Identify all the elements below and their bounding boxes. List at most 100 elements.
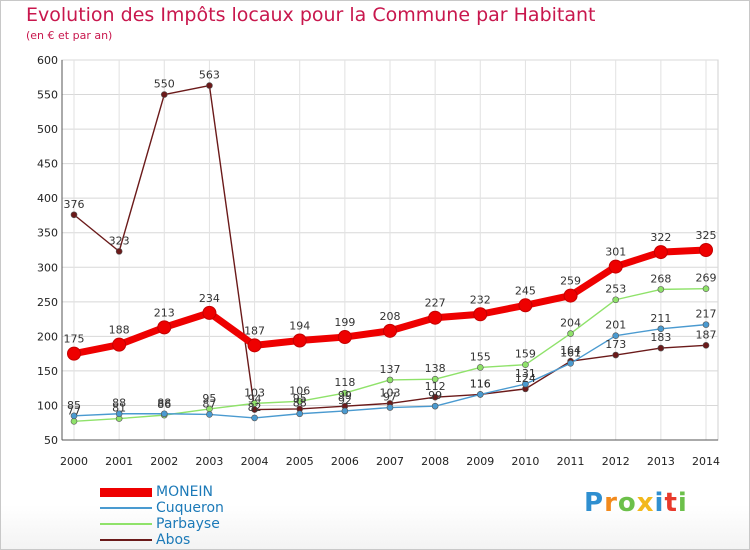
- data-label-parbayse: 159: [515, 348, 536, 361]
- y-tick-label: 100: [37, 399, 58, 412]
- y-tick-label: 600: [37, 54, 58, 67]
- y-tick-label: 50: [44, 434, 58, 447]
- data-point-cuqueron: [431, 402, 439, 410]
- y-tick-label: 200: [37, 330, 58, 343]
- data-point-monein: [653, 245, 668, 260]
- axes: 50 100 150 200 250 300 350 400 450 500 550 600 2000 2…: [37, 54, 720, 468]
- data-point-abos: [115, 248, 123, 255]
- x-tick-label: 2003: [195, 455, 223, 468]
- data-point-monein: [112, 337, 127, 352]
- data-label-monein: 199: [334, 316, 355, 329]
- data-label-abos: 99: [338, 389, 352, 402]
- data-label-cuqueron: 88: [293, 397, 307, 410]
- legend-swatch: [100, 507, 152, 509]
- data-label-monein: 208: [380, 310, 401, 323]
- data-label-abos: 95: [293, 392, 307, 405]
- data-label-cuqueron: 131: [515, 367, 536, 380]
- x-tick-label: 2013: [647, 455, 675, 468]
- data-label-monein: 259: [560, 275, 581, 288]
- data-label-abos: 187: [696, 328, 717, 341]
- data-label-parbayse: 137: [380, 363, 401, 376]
- data-point-cuqueron: [476, 391, 484, 398]
- data-label-abos: 94: [248, 393, 262, 406]
- data-label-monein: 213: [154, 306, 175, 319]
- data-label-monein: 301: [605, 246, 626, 259]
- data-label-monein: 325: [696, 229, 717, 242]
- data-label-monein: 232: [470, 293, 491, 306]
- data-point-cuqueron: [702, 321, 710, 328]
- data-point-cuqueron: [386, 404, 394, 411]
- data-label-parbayse: 103: [244, 386, 265, 399]
- data-label-parbayse: 204: [560, 317, 581, 330]
- y-tick-label: 300: [37, 261, 58, 274]
- legend-label: Parbayse: [156, 516, 220, 532]
- data-point-cuqueron: [115, 410, 123, 418]
- data-label-monein: 188: [109, 324, 130, 337]
- data-label-monein: 322: [650, 231, 671, 244]
- legend-item-monein: MONEIN: [100, 484, 224, 500]
- data-point-monein: [699, 243, 713, 257]
- data-point-cuqueron: [160, 410, 168, 418]
- data-label-parbayse: 118: [334, 376, 355, 389]
- data-label-abos: 323: [109, 234, 130, 247]
- data-point-monein: [247, 338, 262, 353]
- x-tick-label: 2007: [376, 455, 404, 468]
- data-point-monein: [337, 330, 352, 345]
- x-tick-label: 2002: [150, 455, 178, 468]
- data-label-abos: 164: [560, 344, 581, 357]
- data-point-abos: [206, 82, 213, 89]
- data-point-abos: [702, 342, 710, 349]
- data-point-cuqueron: [657, 325, 665, 333]
- data-point-parbayse: [567, 330, 574, 337]
- data-label-cuqueron: 161: [560, 346, 581, 359]
- data-point-parbayse: [657, 286, 665, 293]
- legend-swatch: [100, 487, 152, 497]
- x-tick-label: 2000: [60, 455, 88, 468]
- data-point-monein: [383, 323, 397, 338]
- series-lines: [67, 82, 713, 425]
- data-label-cuqueron: 88: [157, 397, 171, 410]
- data-point-parbayse: [522, 361, 529, 368]
- data-labels: 376 323 550 563 94 95 99 103 112 116 124 164 173 183 1…: [64, 69, 717, 418]
- data-label-parbayse: 106: [289, 384, 310, 397]
- data-label-abos: 563: [199, 69, 220, 82]
- data-label-abos: 103: [380, 386, 401, 399]
- data-point-monein: [518, 298, 533, 313]
- data-label-cuqueron: 92: [338, 394, 352, 407]
- data-label-monein: 227: [425, 297, 446, 310]
- data-label-monein: 194: [289, 320, 310, 333]
- x-tick-label: 2006: [331, 455, 359, 468]
- legend-item-cuqueron: Cuqueron: [100, 500, 224, 516]
- data-point-monein: [67, 346, 81, 361]
- data-point-parbayse: [341, 389, 349, 397]
- data-point-cuqueron: [522, 380, 529, 388]
- data-point-cuqueron: [567, 360, 574, 367]
- data-label-abos: 124: [515, 372, 536, 385]
- data-label-abos: 550: [154, 78, 175, 91]
- data-label-parbayse: 268: [650, 272, 671, 285]
- data-point-cuqueron: [251, 414, 258, 422]
- data-point-abos: [612, 351, 620, 359]
- data-point-monein: [157, 320, 172, 335]
- data-label-parbayse: 81: [112, 402, 126, 415]
- x-tick-label: 2009: [466, 455, 494, 468]
- legend-item-parbayse: Parbayse: [100, 516, 224, 532]
- legend-label: MONEIN: [156, 484, 214, 500]
- legend: MONEIN Cuqueron Parbayse Abos: [100, 484, 224, 548]
- data-label-cuqueron: 116: [470, 377, 491, 390]
- data-label-cuqueron: 85: [67, 399, 81, 412]
- data-label-monein: 175: [64, 333, 85, 346]
- data-point-monein: [563, 288, 578, 303]
- data-label-abos: 183: [650, 331, 671, 344]
- x-tick-label: 2005: [286, 455, 314, 468]
- data-label-cuqueron: 99: [428, 389, 442, 402]
- x-tick-label: 2012: [602, 455, 630, 468]
- data-point-abos: [657, 344, 665, 352]
- data-point-abos: [160, 91, 168, 98]
- chart-subtitle: (en € et par an): [26, 29, 113, 42]
- data-label-parbayse: 95: [202, 392, 216, 405]
- legend-label: Cuqueron: [156, 500, 224, 516]
- y-tick-label: 500: [37, 123, 58, 136]
- data-label-parbayse: 269: [696, 272, 717, 285]
